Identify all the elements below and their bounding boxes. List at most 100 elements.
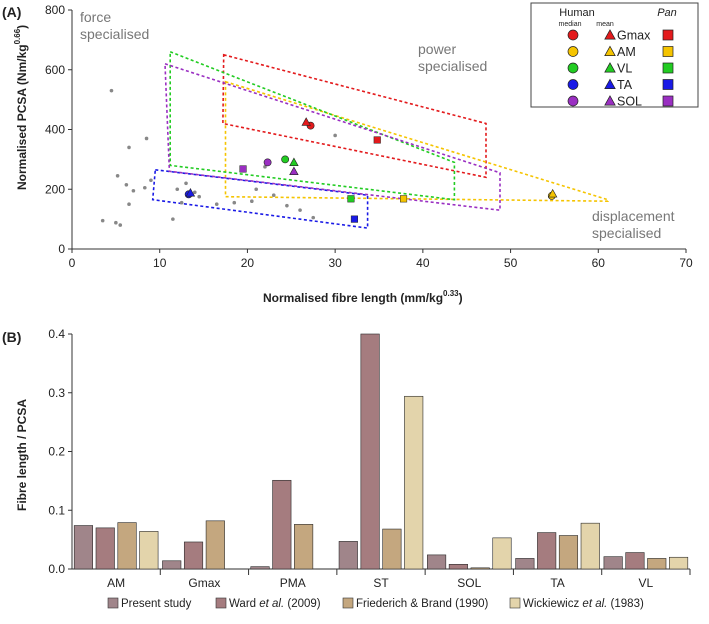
background-point [115, 174, 120, 178]
bar-vl-0 [603, 556, 623, 570]
panel-a-y-tick-label: 400 [45, 123, 65, 137]
panel-a-xlabel: Normalised fibre length (mm/kg0.33) [263, 289, 463, 305]
legend-pan-marker [662, 29, 674, 41]
annotation-power-line1: power [418, 41, 456, 57]
region-ta [151, 168, 369, 230]
bar-pma-1 [272, 479, 292, 570]
point-vl-median [281, 155, 290, 164]
panel-a-series-points [184, 117, 558, 223]
bar-sol-1 [448, 563, 468, 570]
point-vl-mean [289, 157, 299, 167]
background-point [271, 193, 276, 198]
point-am-pan [400, 195, 408, 203]
bar-st-1 [360, 333, 380, 570]
region-am [224, 80, 609, 203]
legend-label-ta: TA [617, 78, 633, 92]
background-point [193, 190, 197, 195]
legend-median-marker [567, 46, 579, 57]
bar-pma-2 [294, 524, 314, 570]
bar-gmax-2 [205, 520, 225, 570]
point-sol-median [263, 158, 272, 167]
legend-label-sol: SOL [617, 95, 642, 109]
legend-mean-label: mean [596, 21, 614, 28]
legend-pan-title: Pan [657, 7, 677, 19]
panel-a-x-tick-label: 0 [69, 256, 76, 270]
bar-vl-1 [625, 552, 645, 570]
panel-b-legend: Present study Ward et al. (2009) Friederic… [107, 597, 644, 610]
background-point [298, 208, 302, 212]
background-point [109, 88, 114, 93]
panel-a-regions [151, 50, 609, 230]
point-ta-pan [350, 215, 358, 223]
background-point [175, 187, 180, 192]
legend-swatch-1 [215, 597, 227, 609]
legend-median-label: median [559, 21, 582, 28]
background-point [263, 165, 267, 169]
annotation-power-line2: specialised [418, 58, 487, 74]
legend-pan-marker [662, 95, 674, 107]
legend-median-marker [567, 62, 579, 74]
bar-pma-0 [250, 566, 270, 570]
panel-b-y-tick-label: 0.0 [48, 562, 65, 576]
panel-a-x-tick-label: 70 [679, 256, 693, 270]
region-sol [164, 62, 501, 212]
legend-mean-marker [604, 78, 616, 90]
annotation-force-line1: force [80, 9, 111, 25]
panel-b-category-label-vl: VL [639, 576, 654, 590]
background-point [250, 199, 254, 203]
panel-b-category-label-st: ST [373, 576, 389, 590]
background-point [124, 182, 129, 187]
legend-rows: Gmax AM VL TA SOL [567, 29, 674, 109]
panel-a-legend: Human median mean Pan Gmax AM VL TA SOL [530, 2, 699, 109]
panel-b-y-tick-label: 0.2 [48, 445, 65, 459]
legend-label-gmax: Gmax [617, 29, 651, 43]
annotation-displacement-line1: displacement [592, 208, 675, 224]
background-point [197, 194, 201, 199]
background-point [311, 215, 316, 220]
background-point [149, 178, 153, 183]
legend-pan-marker [662, 79, 674, 90]
point-gmax-mean [301, 117, 311, 126]
bar-sol-0 [427, 554, 447, 570]
point-vl-pan [347, 195, 355, 203]
legend-label-3: Wickiewicz et al. (1983) [523, 598, 644, 610]
panel-b-y-tick-label: 0.1 [48, 503, 65, 517]
point-am-mean [547, 188, 558, 198]
legend-mean-marker [604, 95, 616, 106]
bar-ta-1 [537, 532, 557, 570]
annotation-force-line2: specialised [80, 26, 149, 42]
region-gmax [222, 53, 487, 179]
bar-sol-2 [470, 567, 490, 570]
panel-a-y-tick-label: 600 [45, 63, 65, 77]
background-point [127, 202, 131, 206]
legend-median-marker [567, 29, 579, 41]
point-gmax-pan [373, 136, 381, 144]
legend-pan-marker [662, 46, 674, 57]
panel-a-ylabel: Normalised PCSA (Nm/kg0.66) [13, 25, 29, 190]
panel-a-x-tick-label: 40 [416, 256, 430, 270]
background-point [285, 203, 289, 208]
bar-gmax-0 [162, 560, 182, 570]
legend-mean-marker [604, 62, 616, 73]
point-ta-mean [185, 188, 196, 197]
panel-a-x-tick-label: 20 [241, 256, 255, 270]
bar-st-2 [382, 528, 402, 570]
panel-b-bars [73, 333, 689, 570]
panel-b-category-label-gmax: Gmax [188, 576, 220, 590]
background-point [143, 185, 147, 190]
bar-am-2 [117, 522, 137, 570]
bar-sol-3 [492, 537, 512, 570]
legend-human-title: Human [559, 7, 594, 19]
bar-ta-0 [515, 558, 535, 570]
annotation-displacement-line2: specialised [592, 225, 661, 241]
background-point [100, 218, 105, 223]
legend-label-2: Friederich & Brand (1990) [356, 598, 488, 610]
panel-a: (A) 0 10 20 30 40 50 60 70 0 200 400 600 800 force s… [2, 2, 699, 305]
panel-b-category-label-ta: TA [550, 576, 564, 590]
background-point [333, 133, 337, 138]
bar-am-3 [139, 531, 159, 570]
panel-b-category-label-sol: SOL [457, 576, 481, 590]
panel-b-y-tick-label: 0.3 [48, 386, 65, 400]
legend-mean-marker [604, 29, 616, 40]
